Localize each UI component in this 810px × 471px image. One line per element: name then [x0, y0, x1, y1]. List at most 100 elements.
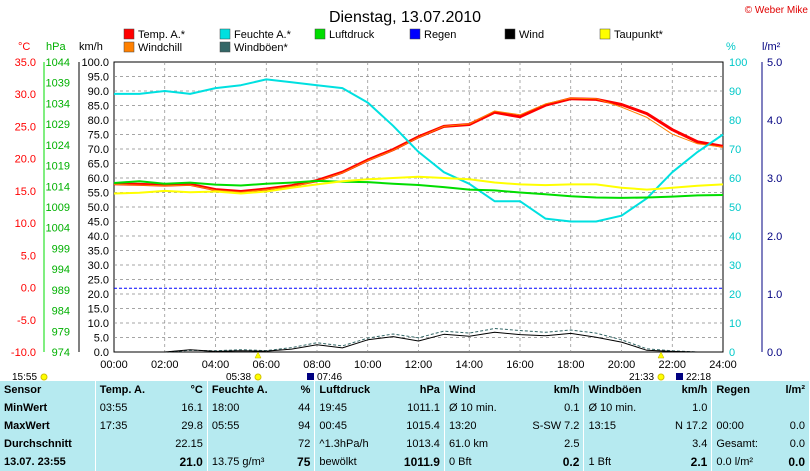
- stats-cell: [207, 435, 287, 453]
- wind-tick-label: 25.0: [88, 275, 109, 287]
- sun-event-time: 21:33: [629, 372, 654, 381]
- stats-cell: 05:55: [211, 419, 240, 432]
- x-tick-label: 22:00: [658, 359, 686, 371]
- x-tick-label: 16:00: [506, 359, 534, 371]
- pressure-tick-label: 1014: [46, 181, 70, 193]
- stats-row: MinWert 03:55 16.1 18:00 44 19:45 1011.1 Ø 10 m…: [0, 399, 810, 417]
- copyright-label: © Weber Mike: [745, 5, 809, 16]
- stats-cell: Feuchte A.: [211, 383, 268, 396]
- x-tick-label: 18:00: [557, 359, 585, 371]
- legend-label: Regen: [424, 29, 456, 41]
- wind-tick-label: 40.0: [88, 231, 109, 243]
- humidity-tick-label: 100: [729, 57, 747, 69]
- legend-label: Taupunkt*: [614, 29, 664, 41]
- pressure-tick-label: 989: [52, 285, 70, 297]
- stats-cell: %: [287, 381, 316, 399]
- pressure-tick-label: 1039: [46, 78, 70, 90]
- x-tick-label: 06:00: [252, 359, 280, 371]
- stats-cell: Durchschnitt: [0, 435, 96, 453]
- x-tick-label: 20:00: [608, 359, 636, 371]
- stats-cell: MaxWert: [0, 417, 96, 435]
- series-line-taupunkt: [113, 175, 724, 195]
- pressure-tick-label: 979: [52, 326, 70, 338]
- stats-cell: 19:45: [319, 401, 347, 414]
- stats-row: MaxWert 17:35 29.8 05:55 94 00:45 1015.4 13:20 S…: [0, 417, 810, 435]
- legend-swatch: [504, 28, 516, 40]
- rain-tick-label: 0.0: [767, 347, 782, 359]
- series-line-windb-en: [114, 328, 723, 353]
- stats-cell: ^1.3hPa/h: [319, 437, 369, 450]
- stats-cell: 94: [287, 417, 316, 435]
- wind-tick-label: 50.0: [88, 202, 109, 214]
- stats-cell: 1 Bft: [588, 455, 612, 468]
- stats-cell: 2.1: [660, 453, 713, 471]
- legend-swatch: [314, 28, 326, 40]
- stats-cell: 0.0: [774, 417, 810, 435]
- stats-cell: [712, 399, 775, 417]
- sun-event-time: 15:55: [12, 372, 37, 381]
- pressure-tick-label: 1009: [46, 202, 70, 214]
- wind-tick-label: 30.0: [88, 260, 109, 272]
- sun-events: 15:55 05:38 07:46 21:33 22:18: [12, 351, 711, 381]
- rain-tick-label: 5.0: [767, 57, 782, 69]
- stats-cell: [774, 399, 810, 417]
- wind-tick-label: 5.0: [94, 333, 109, 345]
- stats-cell: 16.1: [162, 399, 208, 417]
- humidity-tick-label: 0: [729, 347, 735, 359]
- pressure-tick-label: 1034: [46, 98, 70, 110]
- humidity-tick-label: 50: [729, 202, 741, 214]
- wind-tick-label: 15.0: [88, 304, 109, 316]
- legend-label: Feuchte A.*: [234, 29, 292, 41]
- legend-swatch: [219, 41, 231, 53]
- temp-tick-label: 0.0: [21, 283, 36, 295]
- stats-header-row: Sensor Temp. A. °C Feuchte A.% Luftdruck hPa W…: [0, 381, 810, 399]
- stats-cell: 1013.4: [388, 435, 445, 453]
- plot-area: [113, 78, 724, 353]
- stats-cell: 0.0: [774, 435, 810, 453]
- temp-tick-label: -5.0: [17, 315, 36, 327]
- stats-row: 13.07. 23:55 21.0 13.75 g/m³ 75 bewölkt 1011.…: [0, 453, 810, 471]
- sun-axis-marker-icon: [657, 351, 665, 359]
- series-line-luftdruck: [113, 179, 724, 199]
- stats-cell: °C: [162, 381, 208, 399]
- stats-cell: l/m²: [774, 381, 810, 399]
- stats-cell: Ø 10 min.: [588, 401, 637, 414]
- pressure-tick-label: 1024: [46, 140, 70, 152]
- stats-cell: 21.0: [162, 453, 208, 471]
- temp-axis-title: °C: [18, 41, 30, 53]
- legend-label: Wind: [519, 29, 544, 41]
- wind-tick-label: 20.0: [88, 289, 109, 301]
- sun-marker-icon: [40, 373, 48, 381]
- temp-tick-label: 30.0: [15, 89, 36, 101]
- stats-cell: 0 Bft: [448, 455, 472, 468]
- stats-cell: Sensor: [0, 381, 96, 399]
- sun-marker-icon: [254, 373, 262, 381]
- stats-cell: 1.0: [660, 399, 713, 417]
- humidity-axis-title: %: [726, 41, 736, 53]
- pressure-tick-label: 1019: [46, 161, 70, 173]
- rain-tick-label: 1.0: [767, 289, 782, 301]
- chart-axes: 00:00 02:00 04:00 06:00 08:00 10:00 12:00 14:00…: [11, 41, 782, 371]
- chart-legend: Temp. A.*Windchill Feuchte A.*Windböen* Lu…: [123, 28, 664, 54]
- rain-axis-title: l/m²: [762, 41, 781, 53]
- stats-cell: Regen: [716, 383, 750, 396]
- stats-cell: N 17.2: [660, 417, 713, 435]
- legend-swatch: [219, 28, 231, 40]
- legend-swatch: [123, 41, 135, 53]
- stats-cell: 75: [287, 453, 316, 471]
- stats-cell: 1015.4: [388, 417, 445, 435]
- pressure-tick-label: 999: [52, 243, 70, 255]
- stats-cell: 18:00: [211, 401, 240, 414]
- stats-table: Sensor Temp. A. °C Feuchte A.% Luftdruck hPa W…: [0, 381, 810, 471]
- wind-tick-label: 70.0: [88, 144, 109, 156]
- stats-cell: Temp. A.: [99, 383, 146, 396]
- stats-cell: Wind: [448, 383, 476, 396]
- humidity-tick-label: 70: [729, 144, 741, 156]
- temp-tick-label: 15.0: [15, 186, 36, 198]
- moon-marker-icon: [307, 373, 314, 380]
- temp-tick-label: 25.0: [15, 121, 36, 133]
- stats-cell: km/h: [514, 381, 585, 399]
- x-tick-label: 24:00: [709, 359, 737, 371]
- sun-event-time: 07:46: [317, 372, 342, 381]
- series-line-windchill: [113, 97, 724, 193]
